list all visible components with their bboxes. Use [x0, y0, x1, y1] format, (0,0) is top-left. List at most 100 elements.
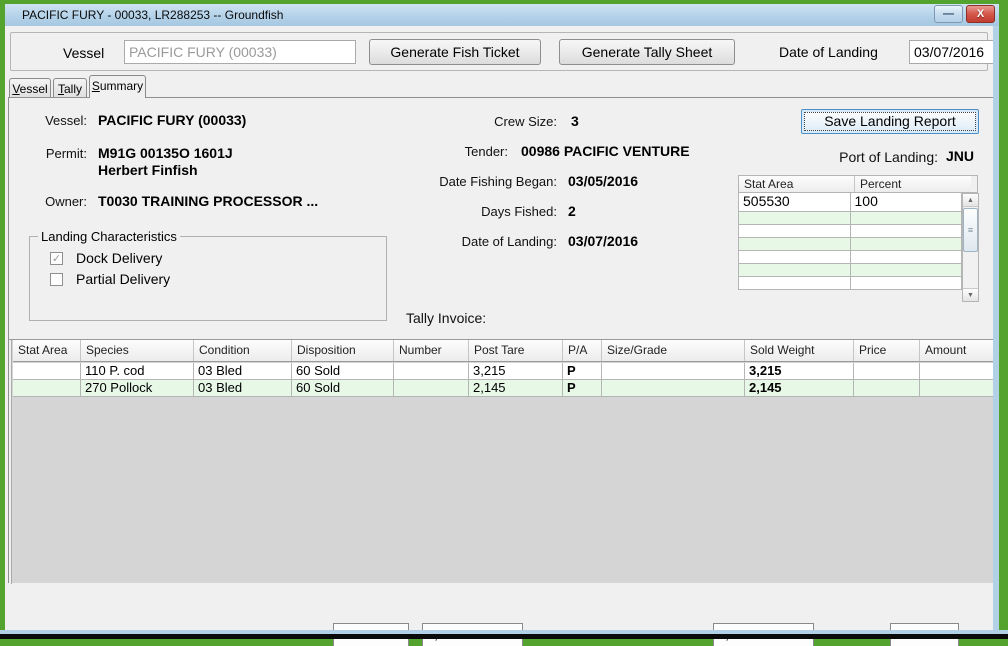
save-landing-report-button[interactable]: Save Landing Report: [801, 109, 979, 134]
col-header-condition: Condition: [194, 340, 292, 361]
invoice-row[interactable]: 270 Pollock 03 Bled 60 Sold 2,145 P 2,14…: [13, 380, 994, 397]
bottom-black-line: [0, 634, 1008, 639]
invoice-row[interactable]: 110 P. cod 03 Bled 60 Sold 3,215 P 3,215: [13, 363, 994, 380]
col-header-amount: Amount: [925, 343, 967, 357]
days-fished-label: Days Fished:: [481, 204, 557, 219]
cell-condition[interactable]: 03 Bled: [194, 363, 292, 380]
dock-delivery-option[interactable]: ✓ Dock Delivery: [50, 250, 162, 266]
scroll-up-icon[interactable]: ▲: [963, 194, 978, 207]
port-of-landing-label: Port of Landing:: [839, 149, 938, 165]
tab-vessel[interactable]: Vessel: [9, 78, 51, 97]
cell-amount[interactable]: [920, 380, 994, 397]
summary-owner-label: Owner:: [45, 194, 87, 209]
cell-price[interactable]: [854, 380, 920, 397]
stat-area-grid: Stat Area Percent 505530 100 ▲: [738, 175, 996, 302]
tally-invoice-label: Tally Invoice:: [406, 310, 487, 326]
stat-area-row[interactable]: [739, 277, 962, 290]
cell-number[interactable]: [394, 380, 469, 397]
date-of-landing-input[interactable]: 03/07/2016: [909, 40, 995, 64]
tab-vessel-label: essel: [19, 82, 48, 96]
cell-disposition[interactable]: 60 Sold: [292, 363, 394, 380]
percent-column-header: Percent: [855, 176, 971, 192]
cell-sold-weight[interactable]: 2,145: [745, 380, 854, 397]
summary-vessel-value: PACIFIC FURY (00033): [98, 112, 247, 128]
col-header-price: Price: [854, 340, 920, 361]
landing-characteristics-title: Landing Characteristics: [38, 229, 180, 244]
bottom-inner-border: [0, 630, 1008, 634]
tab-summary[interactable]: Summary: [89, 75, 146, 98]
cell-species[interactable]: 110 P. cod: [81, 363, 194, 380]
landing-characteristics-groupbox: Landing Characteristics ✓ Dock Delivery …: [29, 229, 387, 321]
cell-amount[interactable]: [920, 363, 994, 380]
partial-delivery-checkbox[interactable]: [50, 272, 63, 286]
cell-pa[interactable]: P: [563, 363, 602, 380]
date-of-landing-label: Date of Landing: [779, 44, 878, 60]
stat-area-row[interactable]: [739, 251, 962, 264]
tab-tally[interactable]: Tally: [53, 78, 87, 97]
scroll-down-icon[interactable]: ▼: [963, 288, 978, 301]
cell-size-grade[interactable]: [602, 380, 745, 397]
tab-tally-hotkey: T: [57, 82, 64, 96]
tally-invoice-grid: Stat Area Species Condition Disposition …: [9, 339, 994, 584]
stat-area-row[interactable]: [739, 225, 962, 238]
cell-disposition[interactable]: 60 Sold: [292, 380, 394, 397]
summary-permit-label: Permit:: [45, 146, 87, 161]
summary-date-of-landing-label: Date of Landing:: [461, 234, 557, 249]
summary-panel: Vessel: PACIFIC FURY (00033) Permit: M91…: [8, 97, 996, 584]
col-header-pa: P/A: [563, 340, 602, 361]
window-title: PACIFIC FURY - 00033, LR288253 -- Ground…: [22, 8, 284, 22]
tab-tally-label: ally: [63, 82, 82, 96]
cell-stat-area[interactable]: [13, 363, 81, 380]
title-bar: PACIFIC FURY - 00033, LR288253 -- Ground…: [5, 4, 999, 26]
stat-area-grid-header: Stat Area Percent: [738, 175, 978, 193]
stat-area-row[interactable]: [739, 212, 962, 225]
generate-fish-ticket-button[interactable]: Generate Fish Ticket: [369, 39, 541, 65]
tender-value: 00986 PACIFIC VENTURE: [521, 143, 690, 159]
cell-pa[interactable]: P: [563, 380, 602, 397]
cell-species[interactable]: 270 Pollock: [81, 380, 194, 397]
stat-area-grid-body: 505530 100: [738, 193, 962, 290]
scrollbar-thumb[interactable]: ≡: [963, 208, 978, 252]
col-header-species: Species: [81, 340, 194, 361]
tab-summary-label: ummary: [99, 79, 144, 93]
tender-label: Tender:: [464, 144, 508, 159]
minimize-icon: —: [943, 8, 954, 20]
vessel-input[interactable]: PACIFIC FURY (00033): [124, 40, 356, 64]
stat-area-column-header: Stat Area: [739, 176, 855, 192]
percent-cell[interactable]: 100: [851, 193, 962, 211]
dock-delivery-checkbox[interactable]: ✓: [50, 251, 63, 265]
stat-area-scrollbar[interactable]: ▲ ≡ ▼: [962, 193, 979, 302]
stat-area-cell[interactable]: 505530: [739, 193, 851, 211]
invoice-row-header-strip: [9, 340, 12, 584]
tab-summary-hotkey: S: [91, 79, 100, 93]
summary-permit-value: M91G 00135O 1601J: [98, 145, 233, 161]
col-header-number: Number: [394, 340, 469, 361]
col-header-stat-area: Stat Area: [13, 340, 81, 361]
window-content: Vessel PACIFIC FURY (00033) Generate Fis…: [5, 26, 996, 646]
cell-size-grade[interactable]: [602, 363, 745, 380]
cell-post-tare[interactable]: 3,215: [469, 363, 563, 380]
partial-delivery-label: Partial Delivery: [76, 271, 171, 287]
cell-sold-weight[interactable]: 3,215: [745, 363, 854, 380]
stat-area-row[interactable]: [739, 264, 962, 277]
summary-date-of-landing-value: 03/07/2016: [568, 233, 639, 249]
close-button[interactable]: X: [966, 5, 995, 23]
stat-area-row[interactable]: 505530 100: [739, 193, 962, 212]
cell-condition[interactable]: 03 Bled: [194, 380, 292, 397]
partial-delivery-option[interactable]: Partial Delivery: [50, 271, 170, 287]
cell-price[interactable]: [854, 363, 920, 380]
cell-number[interactable]: [394, 363, 469, 380]
minimize-button[interactable]: —: [934, 5, 963, 23]
date-fishing-began-value: 03/05/2016: [568, 173, 639, 189]
cell-stat-area[interactable]: [13, 380, 81, 397]
date-fishing-began-label: Date Fishing Began:: [439, 174, 557, 189]
close-icon: X: [976, 8, 985, 20]
stat-area-row[interactable]: [739, 238, 962, 251]
right-inner-border: [993, 26, 999, 630]
col-header-disposition: Disposition: [292, 340, 394, 361]
tab-vessel-hotkey: V: [12, 82, 20, 96]
generate-tally-sheet-button[interactable]: Generate Tally Sheet: [559, 39, 735, 65]
dock-delivery-label: Dock Delivery: [76, 250, 163, 266]
cell-post-tare[interactable]: 2,145: [469, 380, 563, 397]
